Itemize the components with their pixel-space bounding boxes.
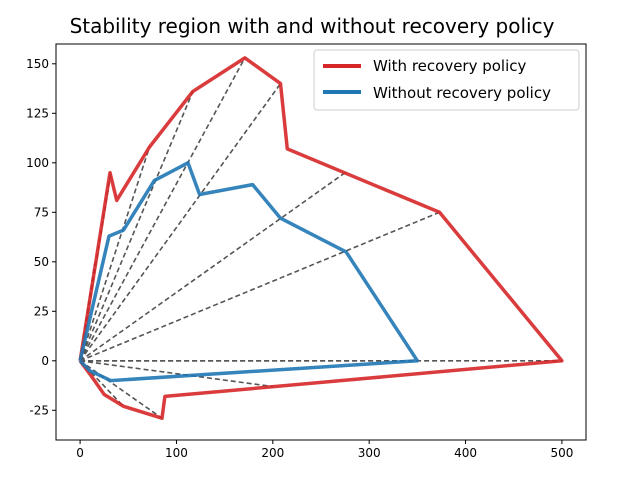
x-axis: 0 100 200 300 400 500: [76, 440, 573, 460]
x-tick-label-3: 300: [358, 446, 381, 460]
ray-line-6: [79, 146, 151, 362]
y-tick-label-2: 25: [34, 304, 49, 318]
y-tick-label-1: 0: [41, 354, 49, 368]
y-tick-label-4: 75: [34, 205, 49, 219]
ray-line-4: [79, 57, 246, 362]
plot-frame: [55, 43, 587, 441]
series-line-0: [78, 56, 564, 420]
y-tick-label-7: 150: [26, 57, 49, 71]
legend: With recovery policy Without recovery po…: [313, 49, 580, 111]
y-tick-label-6: 125: [26, 106, 49, 120]
y-tick-label-5: 100: [26, 156, 49, 170]
legend-box: [313, 49, 580, 111]
ray-line-3: [79, 83, 282, 362]
x-tick-label-0: 0: [76, 446, 84, 460]
ray-line-10: [79, 360, 273, 388]
x-tick-label-5: 500: [550, 446, 573, 460]
series-line-1: [78, 161, 420, 383]
y-tick-label-0: -25: [29, 403, 49, 417]
chart-title: Stability region with and without recove…: [70, 14, 555, 38]
x-tick-label-1: 100: [165, 446, 188, 460]
legend-label-without-recovery: Without recovery policy: [373, 84, 551, 102]
series-layer: [78, 56, 564, 420]
x-tick-label-2: 200: [261, 446, 284, 460]
y-axis: -25 0 25 50 75 100 125 150: [26, 57, 56, 417]
legend-label-with-recovery: With recovery policy: [373, 57, 527, 75]
ray-line-11: [79, 360, 163, 419]
ray-line-5: [79, 91, 194, 362]
y-tick-label-3: 50: [34, 255, 49, 269]
ray-line-1: [79, 211, 440, 362]
ray-line-2: [79, 172, 346, 362]
x-tick-label-4: 400: [454, 446, 477, 460]
